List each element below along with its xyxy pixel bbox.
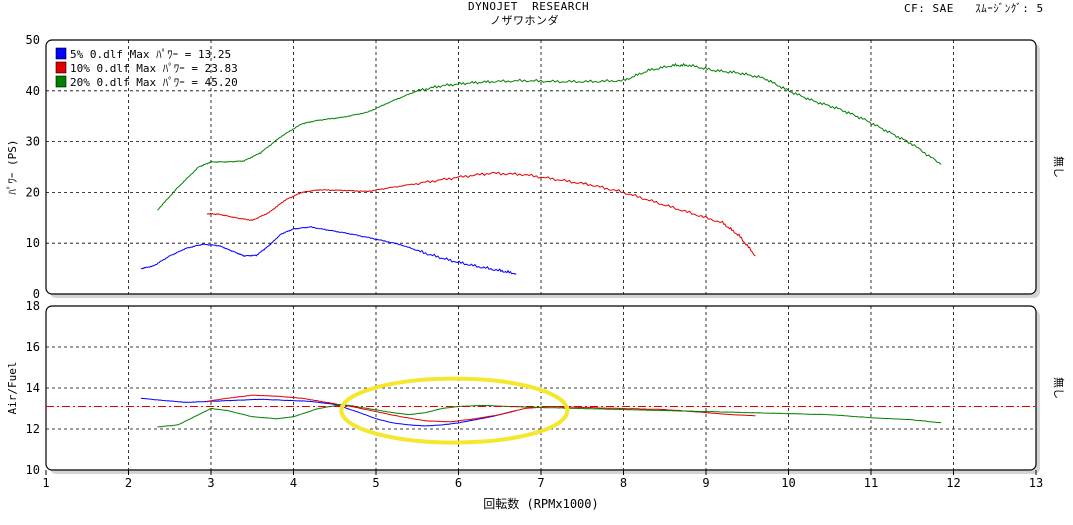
panel1-ytick-label: 0 bbox=[33, 287, 40, 301]
x-tick-label: 3 bbox=[207, 476, 214, 490]
panel2-ytick-label: 14 bbox=[26, 381, 40, 395]
x-tick-label: 1 bbox=[42, 476, 49, 490]
smoothing-label: ｽﾑｰｼﾞﾝｸﾞ: 5 bbox=[975, 2, 1044, 15]
x-tick-label: 9 bbox=[702, 476, 709, 490]
panel2-ytick-label: 16 bbox=[26, 340, 40, 354]
legend-entry: 10% 0.dlf Max ﾊﾟﾜｰ = 23.83 bbox=[70, 62, 238, 75]
x-tick-label: 10 bbox=[781, 476, 795, 490]
panel1-ytick-label: 10 bbox=[26, 236, 40, 250]
panel2-ytick-label: 12 bbox=[26, 422, 40, 436]
panel1-ytick-label: 30 bbox=[26, 135, 40, 149]
legend-swatch-green bbox=[55, 75, 67, 88]
panel2-series-line-green bbox=[157, 403, 942, 428]
legend-swatch-blue bbox=[55, 47, 67, 60]
highlight-ellipse bbox=[339, 376, 570, 445]
x-tick-label: 2 bbox=[125, 476, 132, 490]
legend-entry: 5% 0.dlf Max ﾊﾟﾜｰ = 13.25 bbox=[70, 48, 231, 61]
panel2-series-line-blue bbox=[140, 397, 517, 427]
chart-settings-readout: CF: SAE ｽﾑｰｼﾞﾝｸﾞ: 5 bbox=[904, 0, 1044, 16]
panel1-ytick-label: 50 bbox=[26, 33, 40, 47]
x-tick-label: 4 bbox=[290, 476, 297, 490]
legend-entry: 20% 0.dlf Max ﾊﾟﾜｰ = 45.20 bbox=[70, 76, 238, 89]
legend-swatch-red bbox=[55, 61, 67, 74]
panel1-ytick-label: 40 bbox=[26, 84, 40, 98]
x-tick-label: 11 bbox=[864, 476, 878, 490]
x-tick-label: 12 bbox=[946, 476, 960, 490]
x-tick-label: 6 bbox=[455, 476, 462, 490]
x-tick-label: 5 bbox=[372, 476, 379, 490]
panel2-series-line-red bbox=[206, 394, 756, 423]
panel1-right-label: 無し bbox=[1052, 156, 1066, 178]
panel2-ytick-label: 10 bbox=[26, 463, 40, 477]
panel1-ytick-label: 20 bbox=[26, 185, 40, 199]
cf-label: CF: SAE bbox=[904, 2, 954, 15]
panel1-series-line-blue bbox=[140, 226, 517, 275]
panel2-ytick-label: 18 bbox=[26, 299, 40, 313]
x-tick-label: 13 bbox=[1029, 476, 1043, 490]
x-tick-label: 8 bbox=[620, 476, 627, 490]
chart-header-title: DYNOJET RESEARCH bbox=[468, 0, 590, 13]
panel2-y-axis-label: Air/Fuel bbox=[6, 362, 19, 415]
panel2-right-label: 無し bbox=[1052, 377, 1066, 399]
panel1-series-line-red bbox=[206, 171, 756, 257]
x-tick-label: 7 bbox=[537, 476, 544, 490]
panel1-series-line-green bbox=[157, 62, 942, 211]
chart-header-subtitle: ノザワホンダ bbox=[490, 14, 559, 27]
x-axis-label: 回転数 (RPMx1000) bbox=[483, 496, 598, 511]
panel1-y-axis-label: ﾊﾟﾜｰ (PS) bbox=[6, 139, 19, 194]
